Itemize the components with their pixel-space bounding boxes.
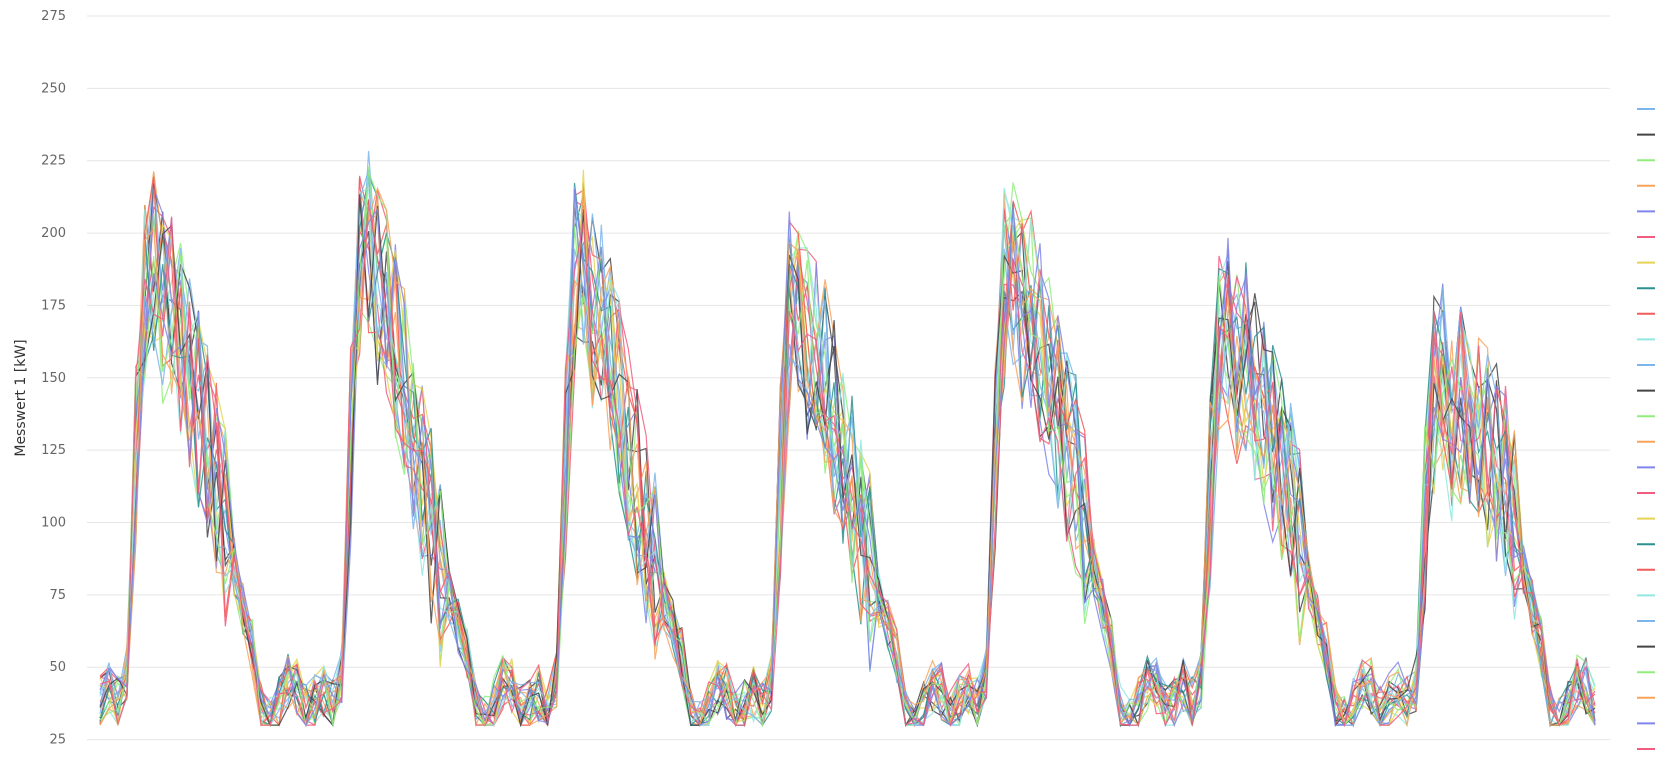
series-line-21 [99, 170, 1596, 728]
series-line-11 [99, 151, 1596, 727]
y-tick-label: 275 [41, 9, 66, 24]
legend[interactable] [1637, 108, 1655, 750]
y-tick-label: 25 [49, 733, 66, 748]
series-line-3 [99, 176, 1596, 728]
series-line-26 [99, 204, 1596, 728]
y-axis-title: Messwert 1 [kW] [13, 339, 29, 456]
y-tick-label: 50 [49, 660, 66, 675]
y-tick-label: 150 [41, 371, 66, 386]
y-tick-label: 225 [41, 154, 66, 169]
y-tick-label: 175 [41, 298, 66, 313]
y-tick-label: 100 [41, 516, 66, 531]
series-line-14 [99, 171, 1596, 728]
y-tick-label: 250 [41, 81, 66, 96]
series-line-17 [99, 169, 1596, 728]
grid-layer [87, 15, 1610, 741]
y-tick-label: 125 [41, 443, 66, 458]
series-line-23 [99, 171, 1596, 728]
y-tick-label: 200 [41, 226, 66, 241]
y-tick-label: 75 [49, 588, 66, 603]
series-line-13 [99, 166, 1596, 728]
series-layer [99, 151, 1596, 728]
series-line-22 [99, 194, 1596, 728]
y-tick-labels: 25 50 75 100 125 150 175 200 225 250 275 [41, 9, 66, 748]
